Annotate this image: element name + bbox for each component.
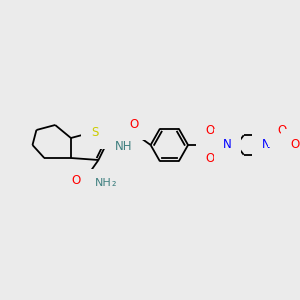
Text: O: O — [129, 118, 139, 130]
Text: O: O — [205, 152, 214, 166]
Text: O: O — [291, 139, 300, 152]
Text: O: O — [277, 124, 286, 137]
Text: NH: NH — [115, 140, 133, 154]
Text: N: N — [223, 139, 232, 152]
Text: NH: NH — [95, 178, 112, 188]
Text: S: S — [206, 139, 213, 152]
Text: O: O — [205, 124, 214, 137]
Text: S: S — [91, 127, 98, 140]
Text: ₂: ₂ — [111, 178, 116, 188]
Text: O: O — [71, 173, 80, 187]
Text: N: N — [262, 139, 270, 152]
